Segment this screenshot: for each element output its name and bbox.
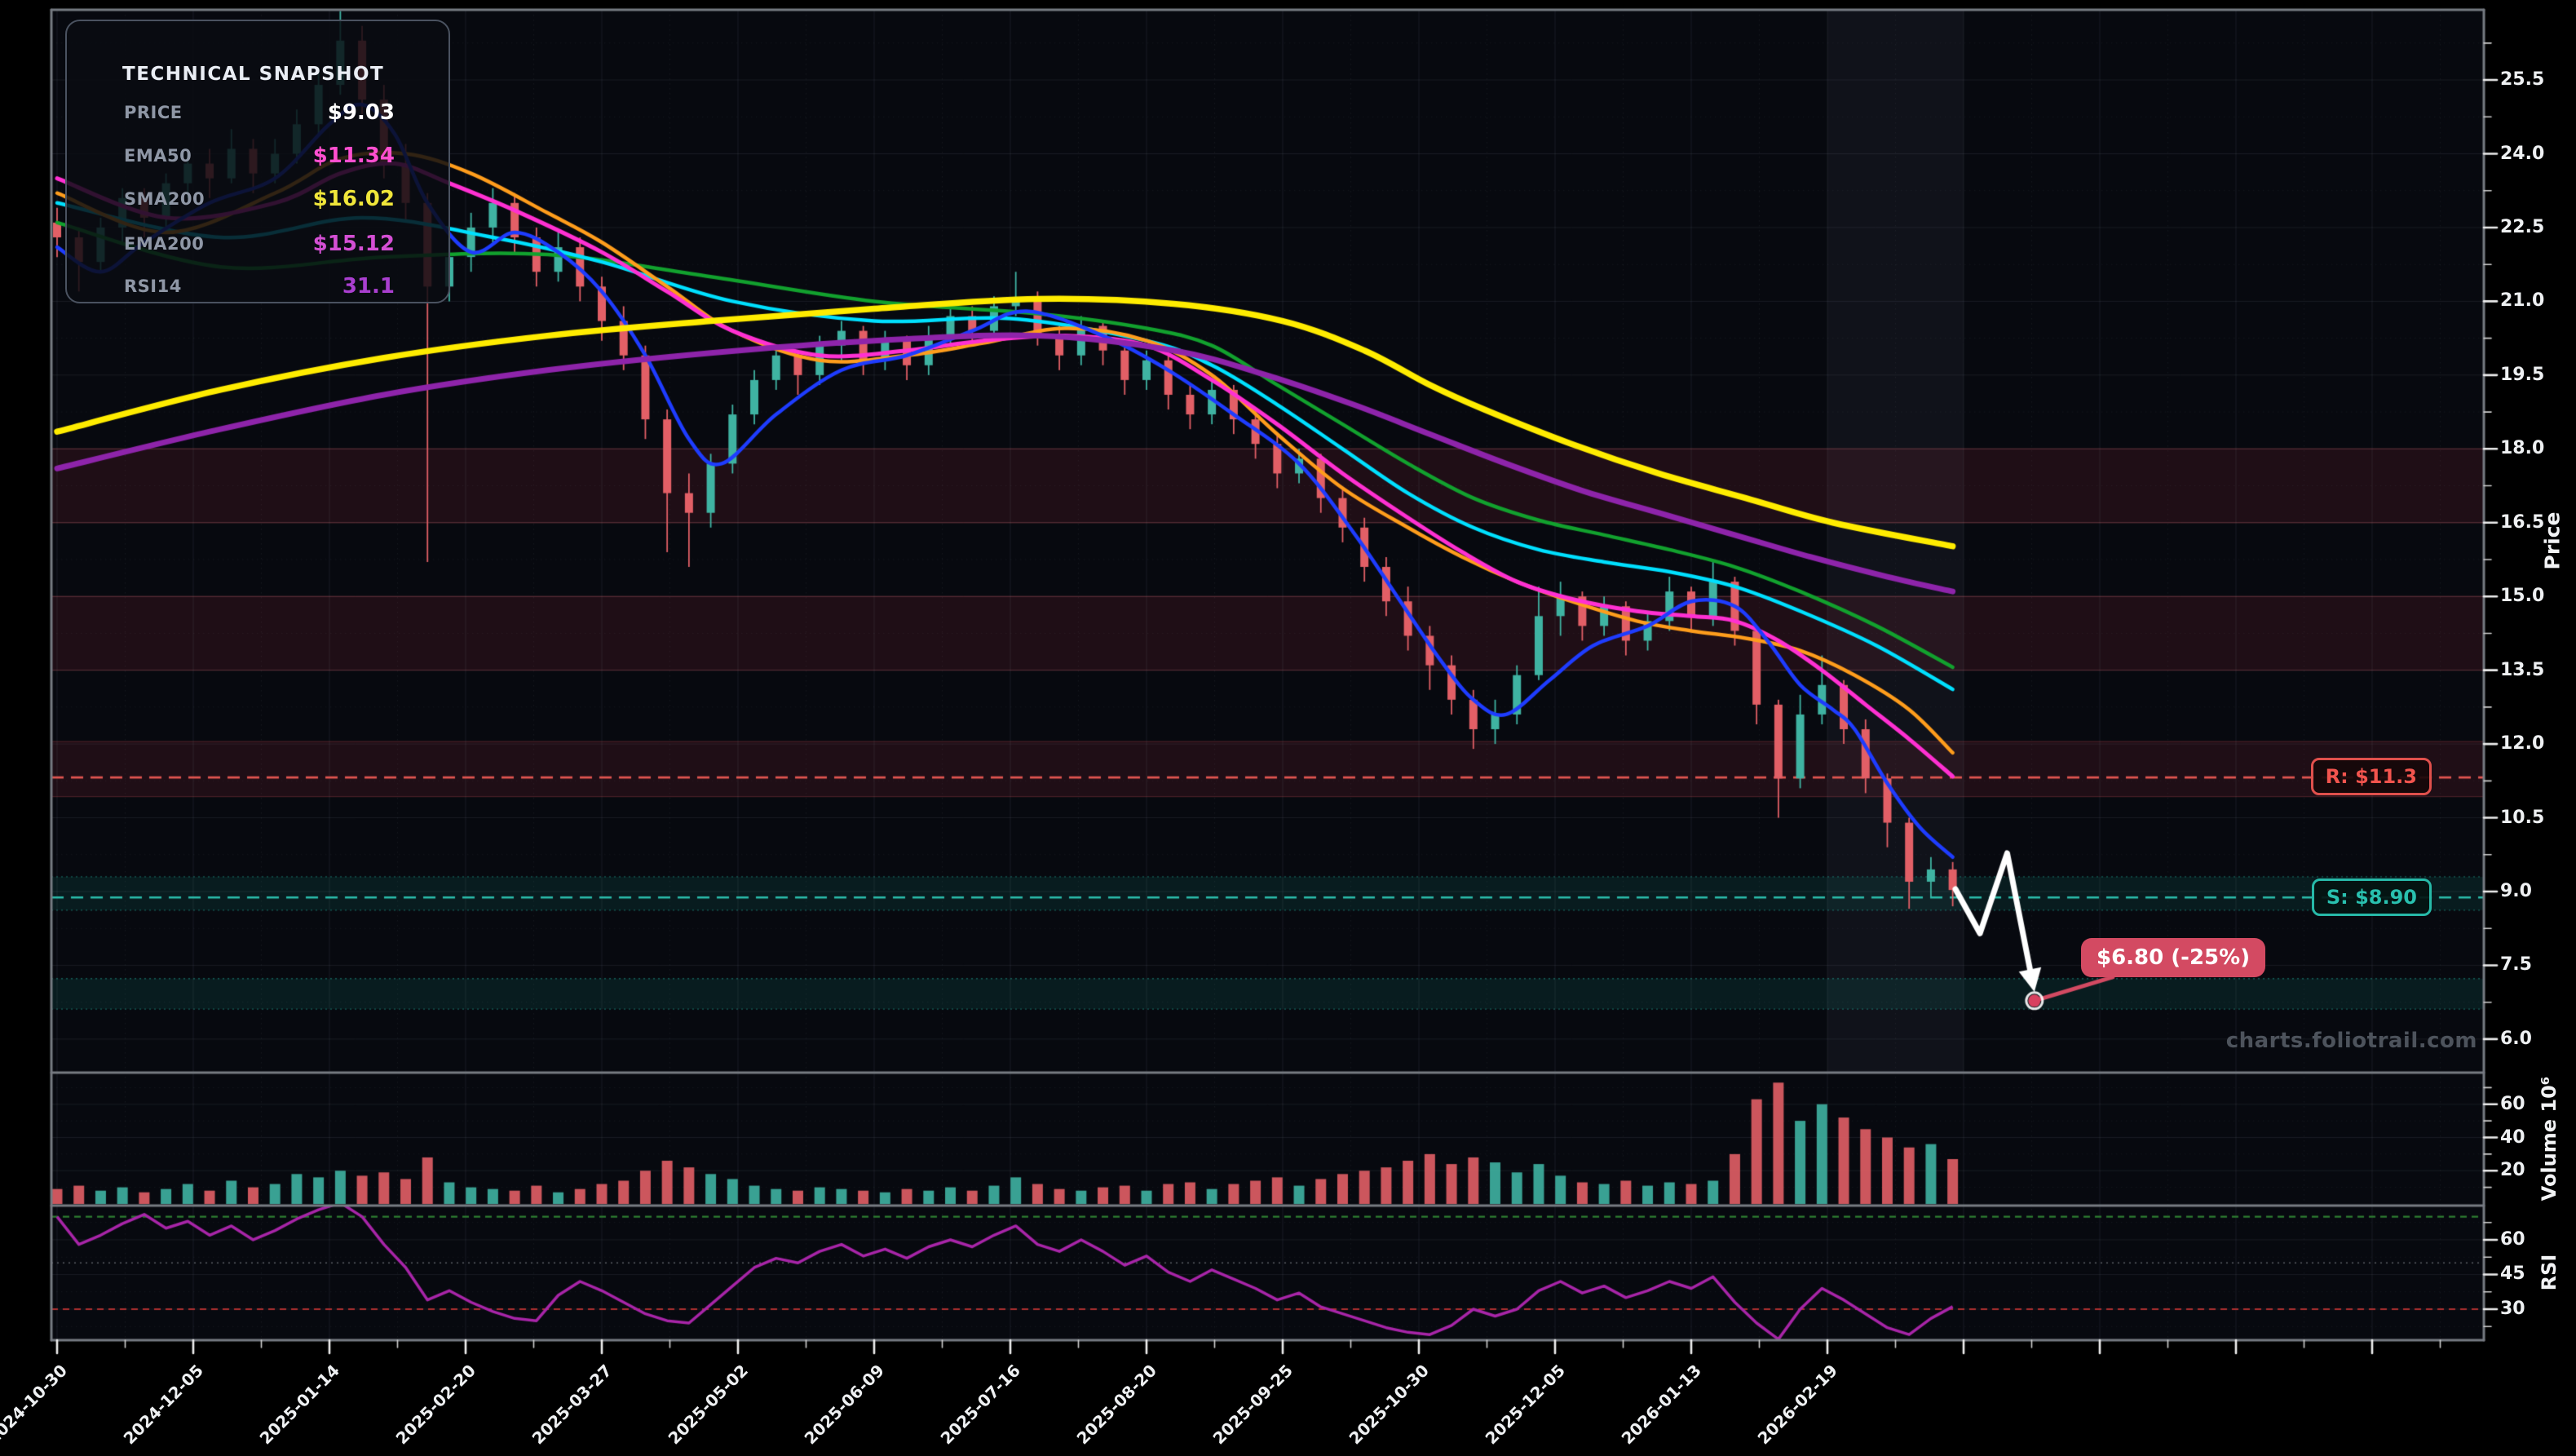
rsi-tick-label: 30 [2500, 1299, 2525, 1319]
legend-label: EMA50 [124, 146, 192, 166]
rsi-tick-label: 45 [2500, 1263, 2525, 1285]
price-tick-label: 10.5 [2500, 807, 2545, 828]
legend-value: $9.03 [327, 100, 395, 125]
price-tick-label: 24.0 [2500, 143, 2545, 164]
price-tick-label: 18.0 [2500, 438, 2545, 459]
legend-row-ema200: EMA200 $15.12 [124, 230, 395, 258]
legend-row-price: PRICE $9.03 [124, 99, 395, 126]
legend-label: SMA200 [124, 189, 205, 209]
price-tick-label: 16.5 [2500, 511, 2545, 533]
legend-row-rsi14: RSI14 31.1 [124, 272, 395, 300]
legend-value: $15.12 [312, 232, 395, 256]
legend-row-sma200: SMA200 $16.02 [124, 185, 395, 213]
price-tick-label: 13.5 [2500, 659, 2545, 680]
watermark: charts.foliotrail.com [2225, 1029, 2477, 1053]
resistance-level-label: R: $11.3 [2310, 758, 2432, 795]
technical-snapshot-panel: TECHNICAL SNAPSHOT PRICE $9.03 EMA50 $11… [65, 20, 450, 303]
price-tick-label: 21.0 [2500, 290, 2545, 312]
volume-axis-title: Volume 10⁶ [2538, 1076, 2561, 1202]
price-tick-label: 15.0 [2500, 586, 2545, 607]
price-tick-label: 22.5 [2500, 216, 2545, 237]
legend-row-ema50: EMA50 $11.34 [124, 142, 395, 170]
legend-value: 31.1 [342, 274, 395, 299]
price-tick-label: 7.5 [2500, 954, 2532, 976]
rsi-tick-label: 60 [2500, 1228, 2525, 1250]
price-tick-label: 25.5 [2500, 69, 2545, 91]
price-tick-label: 19.5 [2500, 364, 2545, 385]
legend-label: EMA200 [124, 234, 205, 254]
price-tick-label: 12.0 [2500, 733, 2545, 755]
price-tick-label: 6.0 [2500, 1028, 2532, 1049]
legend-label: PRICE [124, 103, 183, 122]
price-target-annotation: $6.80 (-25%) [2081, 938, 2266, 977]
volume-tick-label: 60 [2500, 1093, 2525, 1114]
volume-tick-label: 20 [2500, 1160, 2525, 1181]
legend-label: RSI14 [124, 277, 182, 296]
volume-tick-label: 40 [2500, 1126, 2525, 1148]
rsi-axis-title: RSI [2538, 1254, 2561, 1291]
legend-value: $11.34 [312, 144, 395, 168]
legend-value: $16.02 [312, 187, 395, 211]
support-level-label: S: $8.90 [2311, 878, 2432, 916]
legend-title: TECHNICAL SNAPSHOT [122, 64, 385, 85]
price-tick-label: 9.0 [2500, 881, 2532, 901]
